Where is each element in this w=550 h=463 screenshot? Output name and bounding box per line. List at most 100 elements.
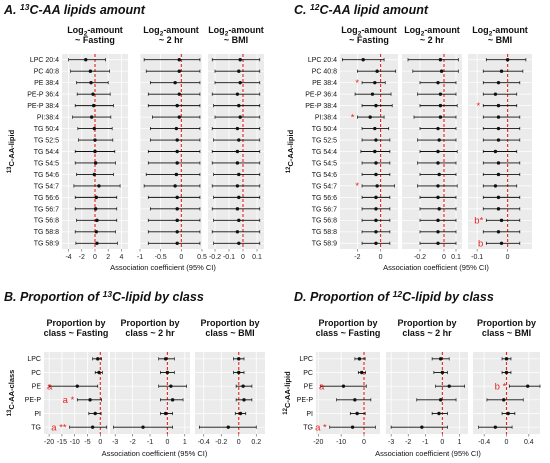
point-estimate	[235, 92, 240, 96]
x-axis-label: Association coefficient (95% CI)	[102, 449, 208, 458]
point-estimate	[175, 149, 179, 154]
x-tick-label: 0	[379, 254, 383, 261]
point-estimate	[165, 370, 170, 375]
point-estimate	[526, 384, 530, 388]
row-label: TG 58:8	[34, 229, 59, 236]
row-label: TG 54:6	[312, 172, 337, 179]
point-estimate	[95, 218, 99, 223]
facet-background	[44, 352, 108, 434]
point-estimate	[174, 126, 179, 131]
point-estimate	[496, 195, 501, 200]
row-label: TG	[303, 425, 313, 432]
row-label: TG 56:8	[312, 218, 337, 225]
x-tick-label: -0.2	[414, 254, 426, 261]
point-estimate	[436, 230, 440, 234]
facet-header-line: ~ BMI	[224, 35, 248, 45]
x-tick-label: -1	[147, 439, 153, 446]
x-tick-label: -0.2	[215, 439, 227, 446]
row-label: PE-P 38:4	[27, 103, 59, 110]
header-rest: -amount	[361, 25, 397, 35]
point-estimate	[353, 398, 357, 402]
x-tick-label: 0.4	[524, 439, 534, 446]
row-label: PE	[32, 384, 42, 391]
point-estimate	[174, 172, 179, 177]
row-label: TG 56:7	[312, 206, 337, 213]
facet-header-line: class ~ BMI	[482, 328, 531, 338]
facet-2: Log2-amount~ 2 hr -0.2 0 0.1	[402, 25, 462, 261]
row-label: PE 38:4	[34, 80, 59, 87]
point-estimate	[370, 92, 375, 96]
row-label: PE 38:4	[312, 80, 337, 87]
panel-title-rest: C-AA lipids amount	[29, 3, 145, 17]
point-estimate	[504, 357, 509, 361]
row-label: TG 56:6	[312, 195, 337, 202]
y-axis-label-superscript: 13	[7, 166, 13, 173]
header-log: Log	[208, 25, 225, 35]
facet-header-line: Log2-amount	[143, 25, 199, 38]
point-estimate	[237, 103, 241, 108]
facet-3: Log2-amount~ BMI -0.1 0 * b* b	[468, 25, 532, 261]
significance-annotation: b*	[474, 216, 483, 227]
point-estimate	[374, 161, 378, 165]
panel-title: B. Proportion of 13C-lipid by class	[4, 289, 204, 304]
x-tick-label: -2	[79, 254, 85, 261]
point-estimate	[436, 149, 440, 154]
point-estimate	[499, 218, 504, 223]
point-estimate	[506, 411, 510, 416]
x-axis-label: Association coefficient (95% CI)	[375, 449, 481, 458]
point-estimate	[93, 207, 98, 211]
row-label: TG 54:4	[312, 149, 337, 156]
point-estimate	[437, 411, 441, 416]
point-estimate	[237, 370, 241, 375]
point-estimate	[93, 161, 98, 165]
row-label: TG 54:6	[34, 172, 59, 179]
significance-annotation: a	[47, 381, 53, 392]
point-estimate	[496, 115, 501, 119]
row-label: PI:38:4	[315, 114, 337, 121]
point-estimate	[437, 207, 441, 211]
point-estimate	[374, 230, 378, 234]
significance-annotation: *	[477, 101, 481, 112]
point-estimate	[90, 115, 94, 119]
row-label: PC	[31, 370, 41, 377]
row-label: TG 50:4	[312, 126, 337, 133]
x-tick-label: -20	[44, 439, 54, 446]
point-estimate	[437, 138, 441, 142]
row-label: TG 54:7	[312, 183, 337, 190]
header-subscript: 2	[358, 31, 362, 38]
point-estimate	[357, 357, 362, 361]
facet-header-line: Log2-amount	[67, 25, 123, 38]
y-axis-label-superscript: 12	[286, 166, 292, 173]
y-axis-label: 12C-AA-lipid	[286, 129, 295, 173]
x-tick-label: 2	[106, 254, 110, 261]
facet-background	[386, 352, 468, 434]
significance-annotation: *	[355, 181, 359, 192]
point-estimate	[502, 398, 506, 402]
point-estimate	[93, 149, 97, 154]
point-estimate	[496, 172, 501, 177]
significance-annotation: a *	[63, 395, 75, 406]
panel-title: A. 13C-AA lipids amount	[3, 2, 146, 17]
point-estimate	[163, 411, 168, 416]
header-subscript: 2	[160, 31, 164, 38]
x-axis-label: Association coefficient (95% CI)	[110, 263, 216, 272]
header-rest: -amount	[228, 25, 264, 35]
significance-annotation: *	[355, 78, 359, 89]
row-label: TG 54:7	[34, 183, 59, 190]
point-estimate	[374, 138, 378, 142]
point-estimate	[237, 218, 241, 223]
panel-title-superscript: 13	[20, 2, 30, 12]
point-estimate	[436, 80, 440, 85]
point-estimate	[235, 149, 240, 154]
point-estimate	[420, 425, 424, 429]
row-label: PE-P 36:4	[305, 92, 337, 99]
point-estimate	[505, 58, 510, 62]
point-estimate	[141, 425, 145, 429]
point-estimate	[496, 207, 501, 211]
x-tick-label: 0	[93, 254, 97, 261]
x-tick-label: -20	[313, 439, 323, 446]
facet-header-line: Proportion by	[201, 318, 260, 328]
x-tick-label: -1	[422, 439, 428, 446]
point-estimate	[438, 115, 443, 119]
y-axis-label-text: C-AA-lipid	[283, 371, 292, 408]
